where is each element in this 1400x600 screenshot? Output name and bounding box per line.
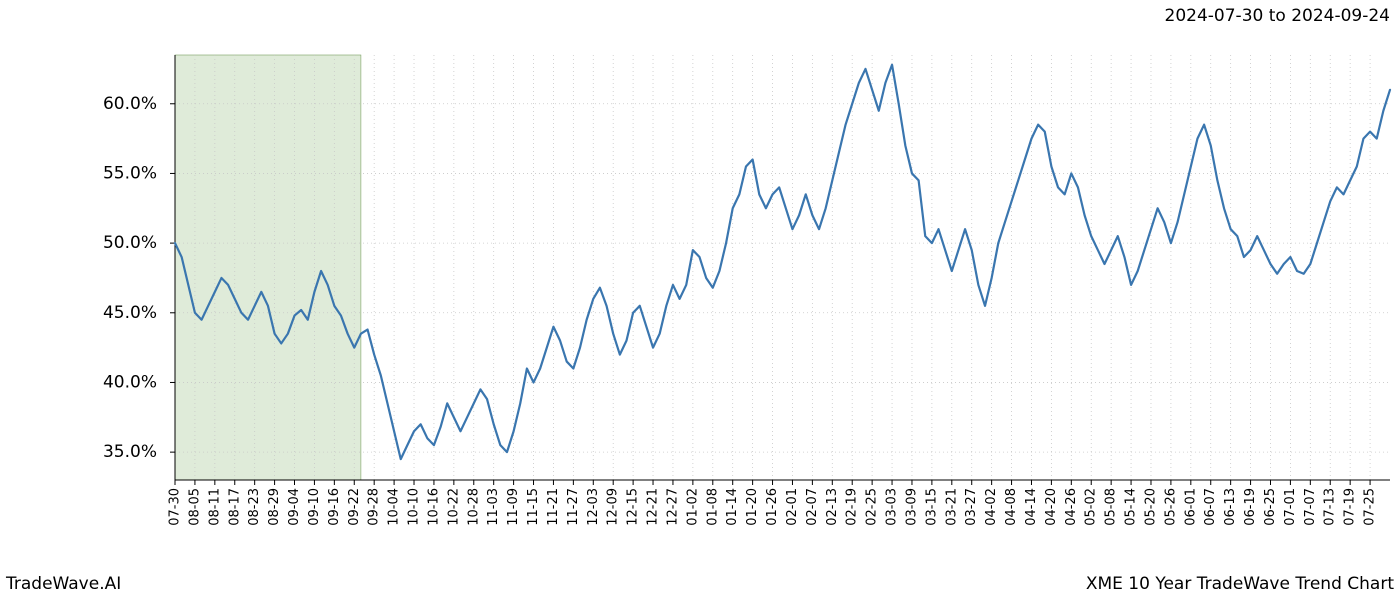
x-tick-label: 12-15 — [626, 488, 641, 526]
x-tick-label: 07-30 — [168, 488, 183, 526]
x-tick-label: 07-01 — [1283, 488, 1298, 526]
x-tick-label: 09-16 — [327, 488, 342, 526]
x-tick-label: 11-03 — [486, 488, 501, 526]
x-tick-label: 11-21 — [546, 488, 561, 526]
x-tick-label: 07-07 — [1303, 488, 1318, 526]
x-tick-label: 01-14 — [725, 488, 740, 526]
x-tick-label: 12-09 — [606, 488, 621, 526]
trend-chart: 07-30 08-05 08-11 08-17 08-23 08-29 09-04 09-10… — [0, 0, 1400, 600]
x-tick-label: 10-10 — [407, 488, 422, 526]
x-tick-label: 02-25 — [865, 488, 880, 526]
x-tick-label: 08-29 — [267, 488, 282, 526]
x-tick-label: 08-05 — [187, 488, 202, 526]
x-tick-label: 07-25 — [1363, 488, 1378, 526]
x-tick-label: 03-21 — [944, 488, 959, 526]
x-tick-label: 10-28 — [466, 488, 481, 526]
x-tick-label: 08-11 — [207, 488, 222, 526]
x-tick-label: 10-22 — [446, 488, 461, 526]
y-tick-label: 45.0% — [103, 303, 157, 323]
x-tick-label: 05-20 — [1143, 488, 1158, 526]
x-tick-label: 10-16 — [426, 488, 441, 526]
x-tick-label: 11-09 — [506, 488, 521, 526]
x-tick-label: 09-04 — [287, 488, 302, 526]
x-tick-label: 06-01 — [1183, 488, 1198, 526]
x-tick-label: 09-10 — [307, 488, 322, 526]
x-tick-label: 05-26 — [1163, 488, 1178, 526]
x-tick-label: 01-26 — [765, 488, 780, 526]
x-tick-label: 12-27 — [665, 488, 680, 526]
chart-svg: 07-30 08-05 08-11 08-17 08-23 08-29 09-04 09-10… — [0, 0, 1400, 600]
x-tick-label: 11-27 — [566, 488, 581, 526]
x-tick-label: 08-17 — [227, 488, 242, 526]
x-tick-label: 05-14 — [1124, 488, 1139, 526]
x-tick-label: 01-20 — [745, 488, 760, 526]
x-tick-label: 09-22 — [347, 488, 362, 526]
x-tick-label: 06-19 — [1243, 488, 1258, 526]
x-tick-label: 04-02 — [984, 488, 999, 526]
x-tick-label: 01-08 — [705, 488, 720, 526]
x-tick-label: 04-14 — [1024, 488, 1039, 526]
x-tick-label: 04-26 — [1064, 488, 1079, 526]
x-tick-label: 10-04 — [387, 488, 402, 526]
x-tick-label: 02-19 — [845, 488, 860, 526]
y-tick-label: 50.0% — [103, 233, 157, 253]
x-tick-label: 05-08 — [1104, 488, 1119, 526]
x-tick-label: 05-02 — [1084, 488, 1099, 526]
x-tick-label: 03-15 — [924, 488, 939, 526]
x-tick-label: 06-25 — [1263, 488, 1278, 526]
y-tick-label: 60.0% — [103, 94, 157, 114]
x-tick-label: 03-09 — [904, 488, 919, 526]
highlight-band — [175, 55, 361, 480]
x-tick-label: 04-08 — [1004, 488, 1019, 526]
x-tick-label: 12-03 — [586, 488, 601, 526]
y-tick-label: 40.0% — [103, 372, 157, 392]
y-tick-label: 55.0% — [103, 163, 157, 183]
x-tick-label: 02-13 — [825, 488, 840, 526]
x-tick-label: 09-28 — [367, 488, 382, 526]
x-tick-label: 08-23 — [247, 488, 262, 526]
x-tick-label: 02-01 — [785, 488, 800, 526]
x-tick-label: 07-13 — [1323, 488, 1338, 526]
x-tick-label: 01-02 — [685, 488, 700, 526]
y-tick-label: 35.0% — [103, 442, 157, 462]
x-tick-label: 06-13 — [1223, 488, 1238, 526]
x-tick-label: 07-19 — [1343, 488, 1358, 526]
x-tick-label: 12-21 — [646, 488, 661, 526]
x-tick-label: 11-15 — [526, 488, 541, 526]
x-tick-label: 02-07 — [805, 488, 820, 526]
x-tick-label: 03-27 — [964, 488, 979, 526]
x-tick-label: 04-20 — [1044, 488, 1059, 526]
x-tick-label: 03-03 — [885, 488, 900, 526]
x-tick-label: 06-07 — [1203, 488, 1218, 526]
